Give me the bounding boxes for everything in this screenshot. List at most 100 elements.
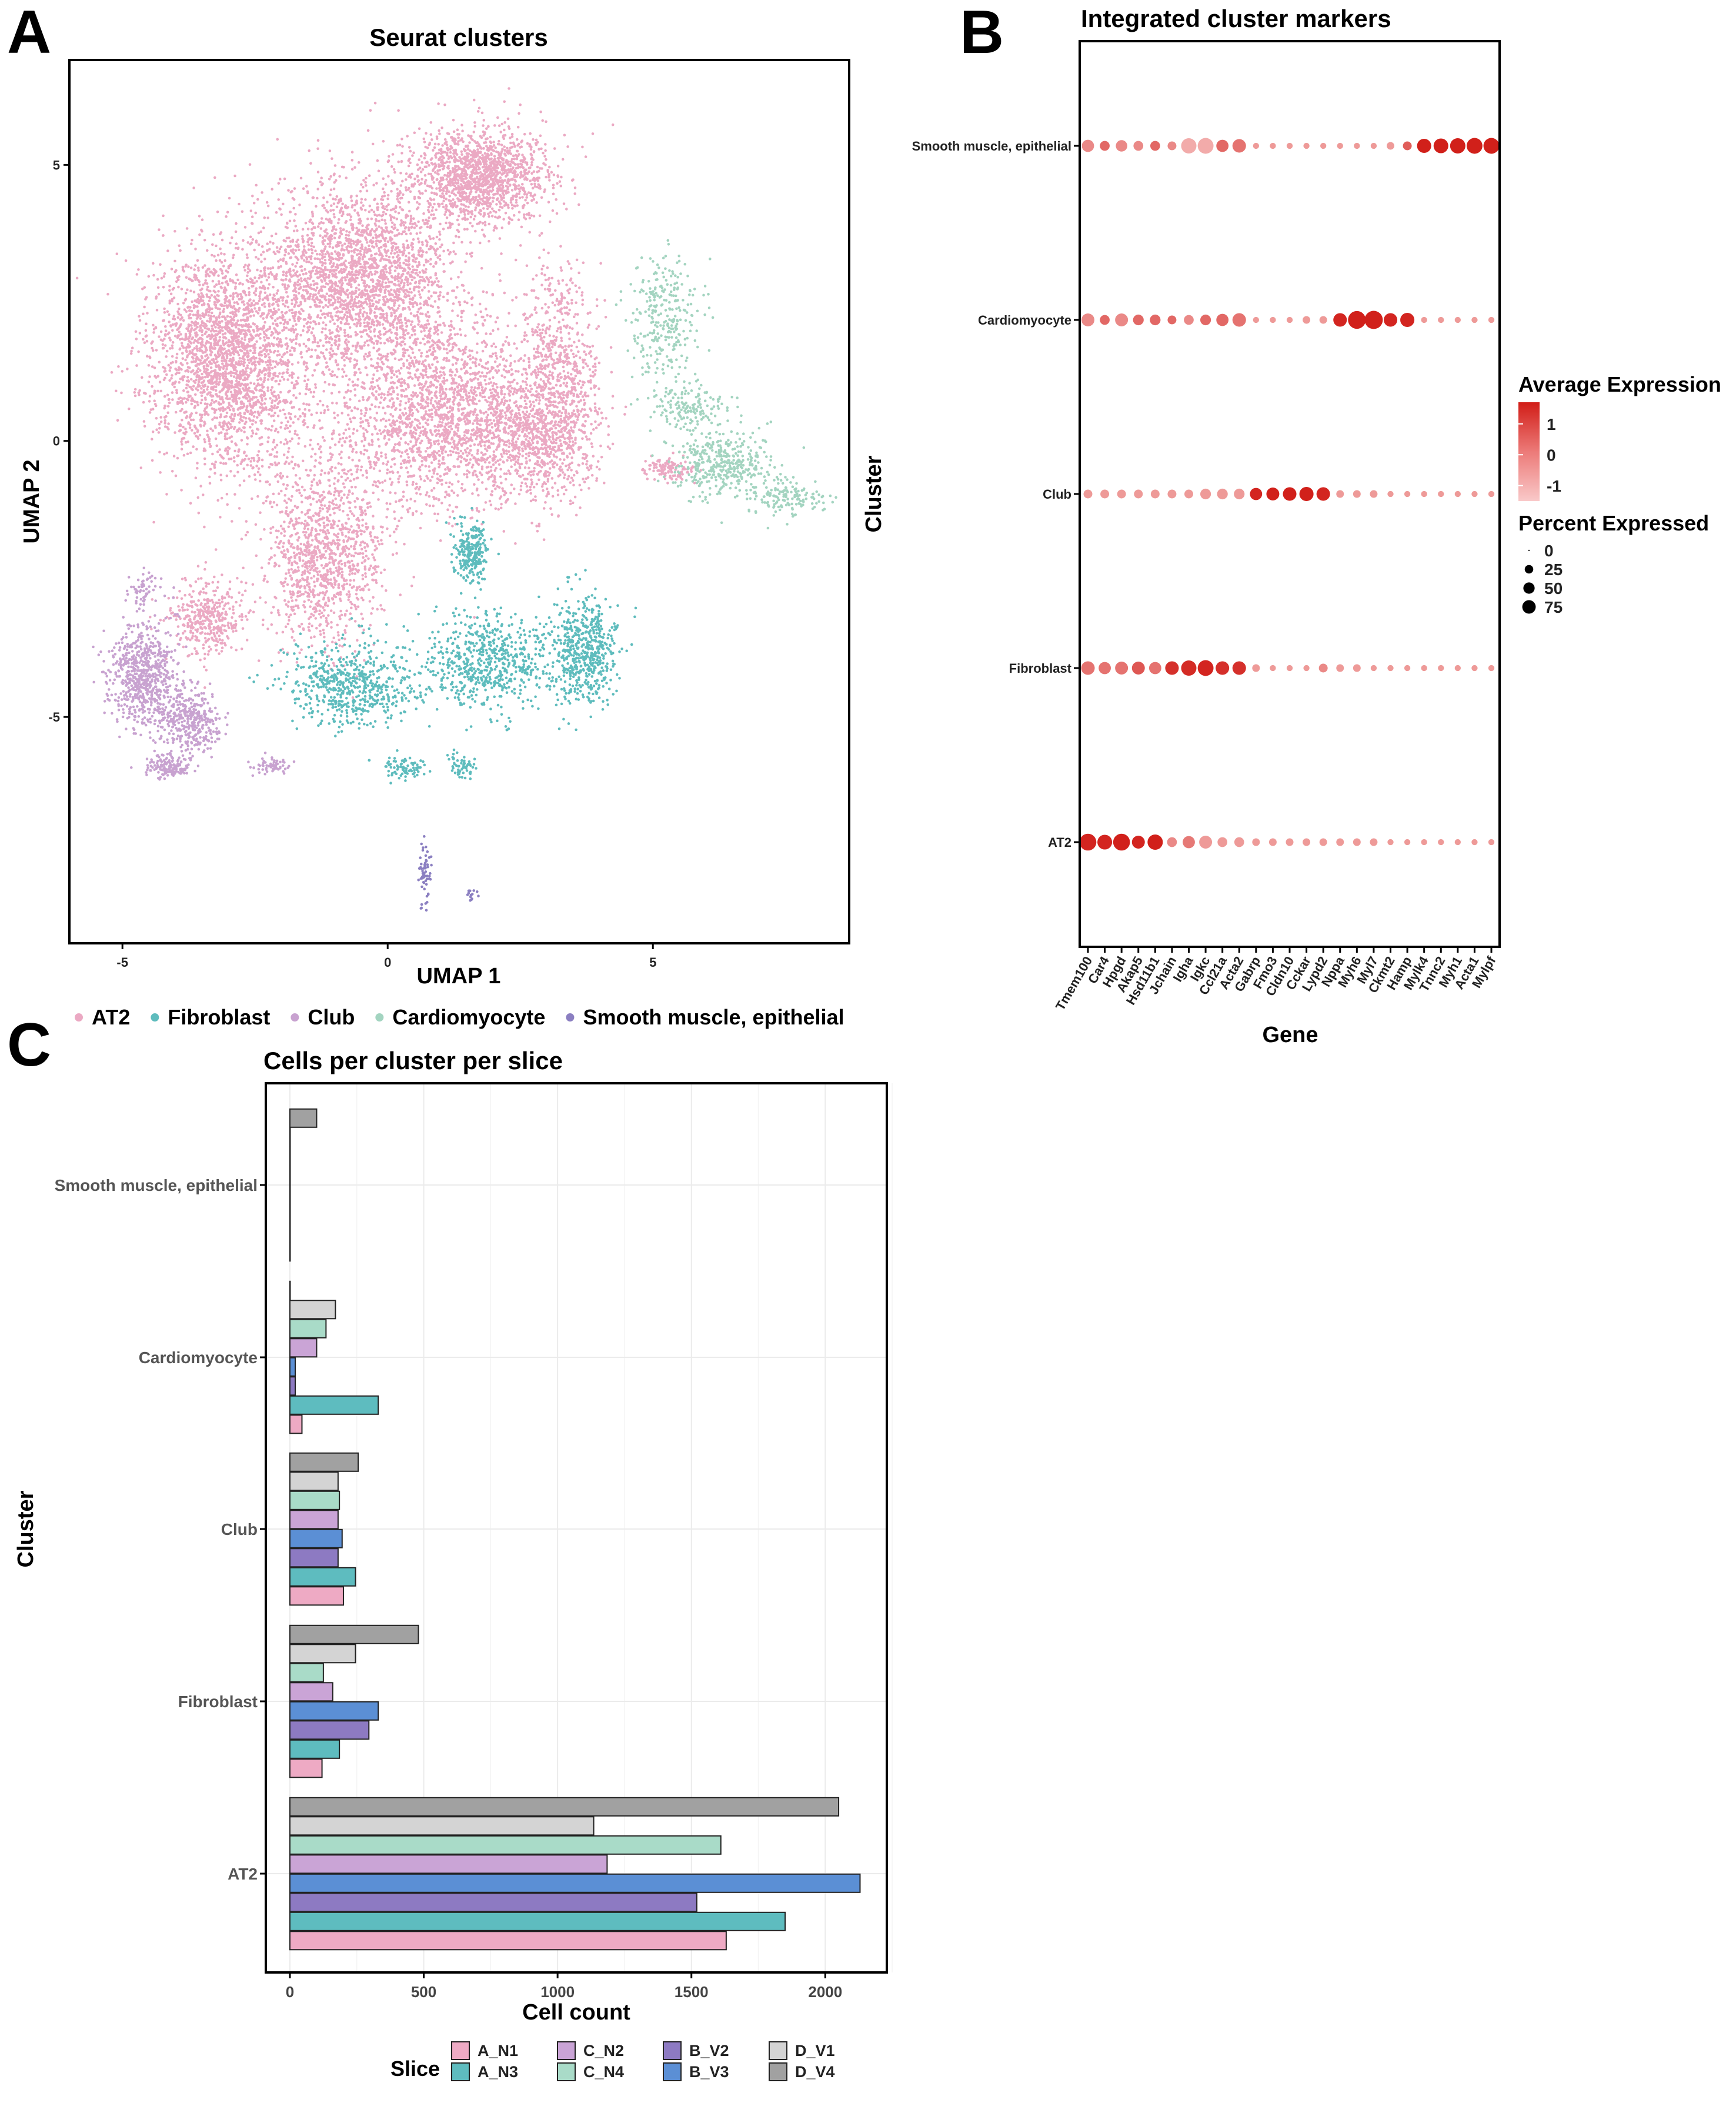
umap-x-label: UMAP 1 [417, 964, 501, 989]
bar-cardiomyocyte-d-v4 [289, 1280, 291, 1300]
bar-at2-d-v1 [289, 1816, 595, 1836]
size-legend-label: 50 [1544, 579, 1563, 597]
barchart-category-smooth-muscle-epithelial: Smooth muscle, epithelial [55, 1176, 258, 1194]
dot-at2-lypd2 [1319, 838, 1327, 846]
umap-x-tick-label: -5 [116, 955, 128, 970]
dot-smooth-muscle-epithelial-ccl21a [1216, 139, 1229, 152]
umap-y-label: UMAP 2 [19, 460, 44, 544]
dot-cardiomyocyte-hsd11b1 [1150, 314, 1161, 326]
barchart-title: Cells per cluster per slice [263, 1047, 563, 1074]
dot-cardiomyocyte-gabrp [1253, 316, 1260, 323]
size-legend-dot [1528, 549, 1530, 552]
dot-at2-myh1 [1454, 839, 1461, 846]
bar-fibroblast-d-v4 [289, 1624, 419, 1644]
bar-cardiomyocyte-a-n1 [289, 1414, 303, 1434]
dot-cardiomyocyte-jchain [1167, 315, 1177, 325]
dot-smooth-muscle-epithelial-tnnc2 [1433, 138, 1448, 153]
size-legend-label: 25 [1544, 560, 1563, 579]
barchart-x-tick-label: 2000 [808, 1983, 842, 2001]
dotplot-y-label-club: Club [1043, 487, 1071, 502]
dot-club-acta1 [1471, 490, 1478, 498]
dot-fibroblast-hsd11b1 [1149, 662, 1161, 675]
bar-fibroblast-a-n1 [289, 1758, 323, 1778]
dot-smooth-muscle-epithelial-acta2 [1232, 139, 1246, 153]
dot-smooth-muscle-epithelial-myl7 [1370, 142, 1377, 149]
dot-at2-ccl21a [1217, 837, 1228, 847]
umap-legend: AT2 Fibroblast Club Cardiomyocyte Smooth mus… [75, 1005, 844, 1029]
dot-cardiomyocyte-cldn10 [1286, 316, 1293, 323]
dot-fibroblast-hpgd [1115, 662, 1129, 675]
bar-at2-b-v3 [289, 1873, 861, 1893]
bar-cardiomyocyte-a-n3 [289, 1395, 379, 1415]
dot-at2-car4 [1097, 834, 1113, 850]
legend-dot-at2 [75, 1013, 83, 1022]
bar-club-c-n2 [289, 1510, 339, 1530]
dot-at2-myl7 [1370, 838, 1378, 846]
barchart-category-at2: AT2 [228, 1865, 258, 1883]
dot-smooth-muscle-epithelial-cldn10 [1286, 142, 1293, 149]
dot-fibroblast-jchain [1165, 661, 1179, 675]
umap-points [75, 87, 837, 912]
bar-cardiomyocyte-d-v1 [289, 1300, 336, 1320]
dot-club-lypd2 [1316, 487, 1330, 501]
bar-club-d-v4 [289, 1452, 359, 1472]
dot-club-gabrp [1250, 488, 1263, 500]
color-legend-label: -1 [1547, 477, 1561, 495]
dot-fibroblast-ccl21a [1216, 661, 1230, 675]
bar-fibroblast-a-n3 [289, 1739, 340, 1759]
slice-legend-title: Slice [390, 2057, 440, 2081]
bar-fibroblast-c-n2 [289, 1682, 333, 1702]
dot-club-tmem100 [1083, 489, 1093, 499]
dot-at2-hpgd [1113, 833, 1130, 851]
bar-at2-c-n4 [289, 1835, 722, 1855]
barchart-category-fibroblast: Fibroblast [178, 1693, 258, 1711]
dot-at2-fmo3 [1268, 838, 1277, 846]
slice-legend-label-d-v4: D_V4 [795, 2063, 835, 2081]
size-legend-dot [1522, 600, 1536, 614]
slice-legend-key-c-n2 [557, 2041, 576, 2060]
dot-at2-ckmt2 [1387, 839, 1394, 846]
dot-club-tnnc2 [1438, 490, 1444, 498]
dot-at2-jchain [1167, 837, 1177, 847]
panel-letter-b: B [960, 0, 1004, 66]
dot-cardiomyocyte-tmem100 [1081, 313, 1094, 326]
dot-club-myl7 [1370, 490, 1378, 498]
dot-club-nppa [1336, 490, 1344, 498]
bar-smooth-muscle-epithelial-b-v2 [289, 1204, 291, 1224]
dot-fibroblast-mylk4 [1421, 665, 1427, 672]
umap-plot-border [68, 59, 850, 944]
dot-cardiomyocyte-nppa [1333, 313, 1347, 327]
umap-points-cardiomyocyte [615, 239, 837, 530]
dot-club-mylpf [1488, 490, 1495, 498]
dot-fibroblast-car4 [1099, 662, 1111, 675]
bar-at2-a-n3 [289, 1911, 786, 1931]
dot-at2-myh6 [1353, 838, 1361, 846]
dot-cardiomyocyte-hamp [1400, 312, 1415, 328]
barchart-category-cardiomyocyte: Cardiomyocyte [139, 1348, 258, 1367]
dotplot-ticks: AT2 Fibroblast Club Cardiomyocyte Smooth mus… [912, 139, 1499, 1013]
dot-cardiomyocyte-igha [1184, 315, 1194, 325]
umap-panel: Seurat clusters -5 0 5 5 0 -5 UMAP 1 UMAP 2 A… [19, 24, 850, 1029]
umap-points-smooth-muscle-epithelial [417, 835, 480, 912]
dot-fibroblast-lypd2 [1318, 663, 1328, 673]
dot-smooth-muscle-epithelial-mylk4 [1417, 138, 1431, 153]
dot-fibroblast-igkc [1197, 660, 1214, 676]
dot-at2-akap5 [1131, 836, 1145, 849]
slice-legend-key-b-v2 [663, 2041, 682, 2060]
dot-club-myh6 [1353, 490, 1361, 498]
dot-cardiomyocyte-cckar [1303, 316, 1311, 324]
dot-fibroblast-ckmt2 [1387, 665, 1394, 672]
slice-legend-label-d-v1: D_V1 [795, 2042, 835, 2059]
dot-club-car4 [1100, 489, 1110, 499]
dot-at2-hamp [1404, 839, 1411, 846]
slice-legend-label-a-n1: A_N1 [478, 2042, 518, 2059]
dot-club-akap5 [1134, 489, 1143, 499]
dot-fibroblast-hamp [1404, 665, 1411, 672]
bar-club-d-v1 [289, 1471, 339, 1491]
color-legend-bar [1518, 402, 1540, 501]
size-legend-dot [1523, 582, 1535, 594]
slice-legend-key-d-v1 [769, 2041, 787, 2060]
dot-fibroblast-fmo3 [1270, 665, 1276, 672]
dot-cardiomyocyte-ckmt2 [1383, 313, 1398, 327]
dot-smooth-muscle-epithelial-tmem100 [1081, 139, 1094, 152]
